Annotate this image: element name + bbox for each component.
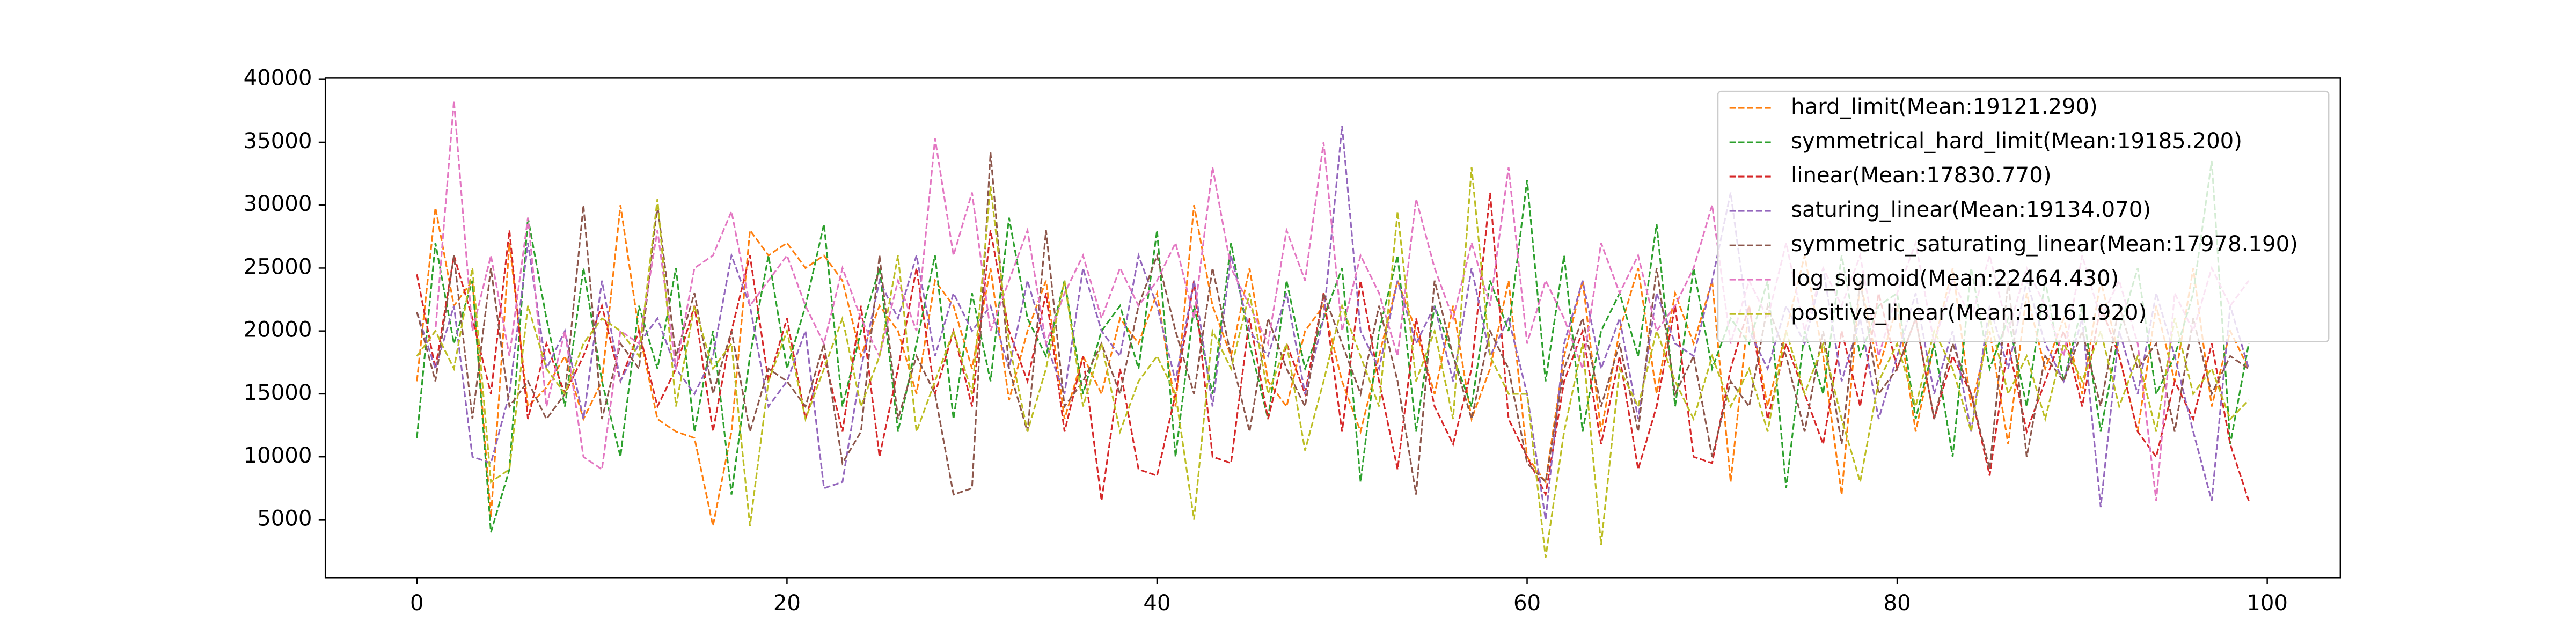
x-tick-label: 100 xyxy=(2246,591,2288,616)
y-tick-label: 5000 xyxy=(257,506,312,531)
y-tick-label: 25000 xyxy=(244,254,312,279)
legend-label: symmetric_saturating_linear(Mean:17978.1… xyxy=(1791,232,2298,257)
x-tick-label: 80 xyxy=(1884,591,1911,616)
legend-label: log_sigmoid(Mean:22464.430) xyxy=(1791,266,2119,291)
series-line xyxy=(416,160,2250,533)
legend-label: saturing_linear(Mean:19134.070) xyxy=(1791,197,2151,222)
x-tick-label: 0 xyxy=(410,591,424,616)
x-tick-label: 60 xyxy=(1513,591,1541,616)
x-tick-label: 40 xyxy=(1143,591,1170,616)
series-line xyxy=(416,100,2250,501)
legend-label: hard_limit(Mean:19121.290) xyxy=(1791,94,2098,119)
series-line xyxy=(416,167,2250,558)
y-tick-label: 20000 xyxy=(244,318,312,342)
y-tick-label: 15000 xyxy=(244,380,312,405)
y-tick-label: 30000 xyxy=(244,192,312,216)
legend-label: linear(Mean:17830.770) xyxy=(1791,163,2051,188)
series-line xyxy=(416,152,2250,496)
series-line xyxy=(416,126,2250,520)
y-tick-label: 35000 xyxy=(244,129,312,153)
x-tick-label: 20 xyxy=(773,591,801,616)
plot-frame xyxy=(324,77,2341,579)
legend-label: symmetrical_hard_limit(Mean:19185.200) xyxy=(1791,129,2242,153)
y-tick-label: 10000 xyxy=(244,443,312,468)
legend: hard_limit(Mean:19121.290) symmetrical_ha… xyxy=(1717,90,2330,343)
legend-box xyxy=(1717,90,2330,343)
series-line xyxy=(416,192,2250,501)
y-tick-label: 40000 xyxy=(244,66,312,91)
legend-label: positive_linear(Mean:18161.920) xyxy=(1791,301,2147,325)
